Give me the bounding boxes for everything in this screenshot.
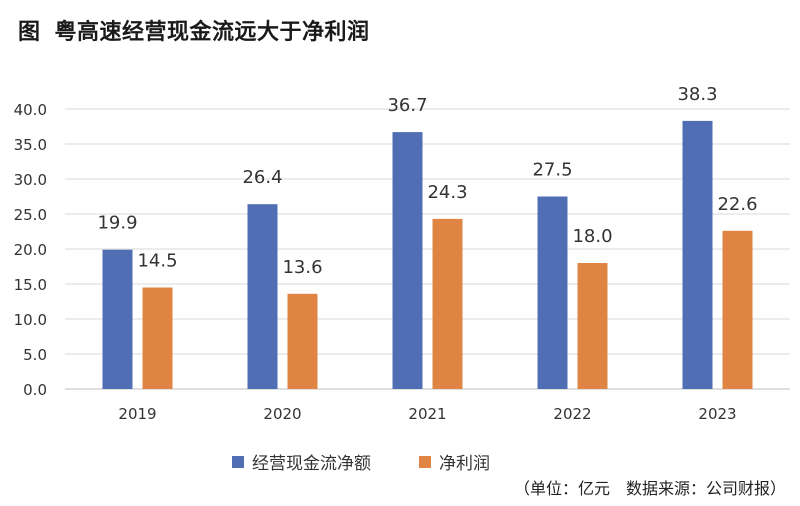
data-label: 13.6 [282, 257, 322, 278]
data-label: 26.4 [242, 167, 282, 188]
legend-label-series-1: 经营现金流净额 [252, 454, 371, 474]
x-tick-label: 2022 [553, 405, 591, 423]
legend-item-series-2: 净利润 [419, 449, 490, 474]
data-label: 19.9 [97, 213, 137, 234]
bar-operating-cash-flow [247, 204, 278, 389]
grid-lines [65, 108, 790, 390]
data-label: 36.7 [387, 95, 427, 116]
data-label: 22.6 [717, 194, 757, 215]
y-tick-label: 0.0 [23, 381, 47, 399]
legend-label-series-2: 净利润 [439, 454, 490, 474]
y-tick-label: 5.0 [23, 346, 47, 364]
y-tick-label: 10.0 [14, 311, 47, 329]
legend-item-series-1: 经营现金流净额 [232, 449, 371, 474]
x-tick-label: 2021 [408, 405, 446, 423]
bar-net-profit [577, 263, 608, 389]
title-text: 粤高速经营现金流远大于净利润 [54, 20, 370, 45]
legend-swatch-orange [419, 455, 431, 468]
data-labels: 19.914.5 26.4 13.6 36.7 24.3 27.5 18.0 38.3 22.6 [97, 84, 757, 278]
figure-label: 图 [18, 20, 41, 45]
bar-net-profit [287, 293, 318, 389]
data-label: 38.3 [677, 84, 717, 105]
data-label: 24.3 [427, 182, 467, 203]
x-tick-label: 2020 [263, 405, 301, 423]
chart-title: 图粤高速经营现金流远大于净利润 [18, 14, 370, 46]
y-axis-ticks: 0.0 5.0 10.0 15.0 20.0 25.0 30.0 35.0 40.0 [14, 101, 47, 399]
y-tick-label: 15.0 [14, 276, 47, 294]
bar-net-profit [432, 218, 463, 389]
y-tick-label: 40.0 [14, 101, 47, 119]
data-label: 14.5 [137, 251, 177, 272]
bars [102, 120, 753, 390]
data-label: 18.0 [572, 226, 612, 247]
x-tick-label: 2019 [118, 405, 156, 423]
legend: 经营现金流净额 净利润 [232, 449, 490, 474]
bar-operating-cash-flow [392, 132, 423, 389]
data-label: 27.5 [532, 160, 572, 181]
bar-operating-cash-flow [537, 196, 568, 389]
x-axis-ticks: 2019 2020 2021 2022 2023 [118, 405, 736, 423]
bar-net-profit [142, 287, 173, 389]
y-tick-label: 20.0 [14, 241, 47, 259]
x-tick-label: 2023 [698, 405, 736, 423]
legend-swatch-blue [232, 455, 244, 468]
y-tick-label: 35.0 [14, 136, 47, 154]
y-tick-label: 25.0 [14, 206, 47, 224]
bar-operating-cash-flow [102, 249, 133, 389]
bar-net-profit [722, 230, 753, 389]
source-note: （单位：亿元 数据来源：公司财报） [513, 479, 786, 498]
y-tick-label: 30.0 [14, 171, 47, 189]
bar-operating-cash-flow [682, 120, 713, 390]
